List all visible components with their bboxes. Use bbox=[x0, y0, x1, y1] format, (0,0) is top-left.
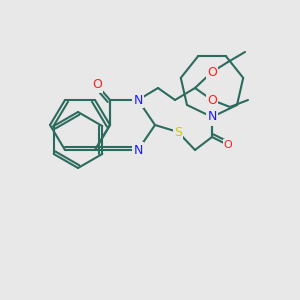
Text: O: O bbox=[92, 79, 102, 92]
Text: N: N bbox=[207, 110, 217, 124]
Text: N: N bbox=[207, 112, 217, 124]
Text: S: S bbox=[174, 125, 182, 139]
Text: O: O bbox=[207, 65, 217, 79]
Text: O: O bbox=[207, 94, 217, 106]
Text: O: O bbox=[224, 140, 232, 150]
Text: N: N bbox=[133, 143, 143, 157]
Text: N: N bbox=[133, 94, 143, 106]
